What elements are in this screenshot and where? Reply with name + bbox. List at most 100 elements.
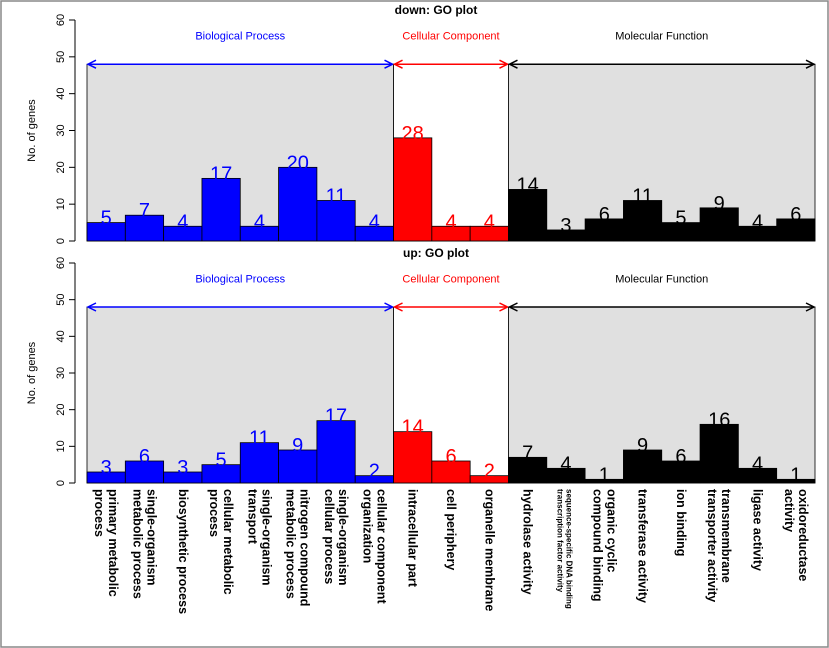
- bar: [508, 189, 548, 242]
- group-label: Molecular Function: [615, 273, 708, 285]
- value-label: 4: [254, 211, 265, 233]
- arrow-head: [805, 302, 816, 312]
- value-label: 28: [402, 123, 424, 145]
- y-axis-label: No. of genes: [26, 341, 38, 404]
- bar: [737, 467, 778, 484]
- y-tick-label: 40: [55, 330, 67, 342]
- group-label: Cellular Component: [402, 273, 499, 285]
- bar: [776, 218, 816, 242]
- value-label: 11: [632, 185, 653, 207]
- x-tick-label: ligase activity: [751, 489, 765, 571]
- bar: [393, 431, 433, 484]
- arrow-head: [384, 302, 395, 312]
- bar: [239, 442, 279, 484]
- y-tick-label: 40: [55, 88, 67, 100]
- y-tick-label: 20: [55, 161, 67, 173]
- y-tick-label: 10: [55, 198, 67, 210]
- bar: [393, 137, 433, 242]
- value-label: 5: [675, 208, 686, 230]
- value-label: 11: [326, 185, 347, 207]
- y-tick-label: 60: [55, 14, 67, 26]
- value-label: 11: [249, 428, 270, 450]
- value-label: 20: [287, 152, 309, 174]
- value-label: 9: [292, 435, 303, 457]
- bar: [623, 200, 663, 242]
- value-label: 4: [177, 211, 188, 233]
- value-label: 9: [637, 435, 648, 457]
- value-label: 2: [369, 461, 380, 483]
- x-tick-label: cellular metabolicprocess: [207, 489, 235, 595]
- bar: [431, 460, 471, 484]
- bar: [699, 207, 739, 242]
- bar: [316, 200, 356, 242]
- x-tick-label: nitrogen compoundmetabolic process: [284, 489, 312, 606]
- x-tick-label: biosynthetic process: [176, 489, 190, 614]
- y-tick-label: 0: [55, 238, 67, 244]
- arrow-head: [384, 59, 395, 69]
- x-tick-label: single-organismmetabolic process: [130, 489, 158, 599]
- arrow-head: [392, 59, 403, 69]
- value-label: 4: [484, 211, 495, 233]
- value-label: 6: [599, 204, 610, 226]
- value-label: 3: [101, 457, 112, 479]
- y-axis-label: No. of genes: [26, 99, 38, 162]
- x-tick-label: cellular componentorganization: [360, 489, 388, 604]
- x-tick-label: organic cycliccompound binding: [590, 489, 618, 601]
- group-label: Biological Process: [195, 273, 285, 285]
- x-tick-label: intracellular part: [406, 489, 420, 588]
- bar: [201, 177, 241, 242]
- value-label: 5: [101, 208, 112, 230]
- x-tick-label: organelle membrane: [482, 489, 496, 611]
- value-label: 1: [599, 464, 610, 486]
- bar: [278, 166, 318, 242]
- y-tick-label: 10: [55, 440, 67, 452]
- value-label: 16: [708, 409, 730, 431]
- value-label: 4: [445, 211, 456, 233]
- x-tick-label: ion binding: [674, 489, 688, 556]
- value-label: 4: [560, 453, 571, 475]
- value-label: 9: [714, 193, 725, 215]
- value-label: 4: [369, 211, 380, 233]
- value-label: 6: [675, 446, 686, 468]
- y-tick-label: 60: [55, 257, 67, 269]
- bar: [776, 478, 816, 484]
- y-tick-label: 50: [55, 51, 67, 63]
- arrow-head: [507, 59, 518, 69]
- group-label: Molecular Function: [615, 30, 708, 42]
- group-label: Cellular Component: [402, 30, 499, 42]
- y-tick-label: 30: [55, 124, 67, 136]
- bar: [623, 449, 663, 484]
- x-tick-label: transmembranetransporter activity: [705, 489, 733, 602]
- value-label: 4: [752, 211, 763, 233]
- value-label: 3: [560, 215, 571, 237]
- y-tick-label: 0: [55, 480, 67, 486]
- chart-title: down: GO plot: [395, 3, 478, 17]
- arrow-head: [805, 59, 816, 69]
- bar: [546, 467, 586, 484]
- arrow-head: [86, 302, 97, 312]
- value-label: 2: [484, 461, 495, 483]
- bar: [316, 420, 356, 484]
- x-tick-label: transferase activity: [636, 489, 650, 603]
- value-label: 14: [402, 417, 424, 439]
- y-tick-label: 30: [55, 367, 67, 379]
- arrow-head: [499, 302, 510, 312]
- value-label: 3: [177, 457, 188, 479]
- y-tick-label: 50: [55, 294, 67, 306]
- value-label: 7: [139, 200, 150, 222]
- x-tick-label: sequence-specific DNA bindingtranscripti…: [555, 489, 573, 609]
- arrow-head: [392, 302, 403, 312]
- x-tick-label: primary metabolicprocess: [92, 489, 120, 597]
- group-label: Biological Process: [195, 30, 285, 42]
- value-label: 1: [790, 464, 801, 486]
- y-tick-label: 20: [55, 404, 67, 416]
- value-label: 7: [522, 442, 533, 464]
- value-label: 17: [325, 406, 347, 428]
- value-label: 5: [216, 450, 227, 472]
- x-tick-label: oxidoreductaseactivity: [782, 489, 810, 581]
- chart-title: up: GO plot: [403, 246, 469, 260]
- arrow-head: [507, 302, 518, 312]
- value-label: 14: [517, 174, 539, 196]
- x-tick-label: single-organismcellular process: [322, 489, 350, 586]
